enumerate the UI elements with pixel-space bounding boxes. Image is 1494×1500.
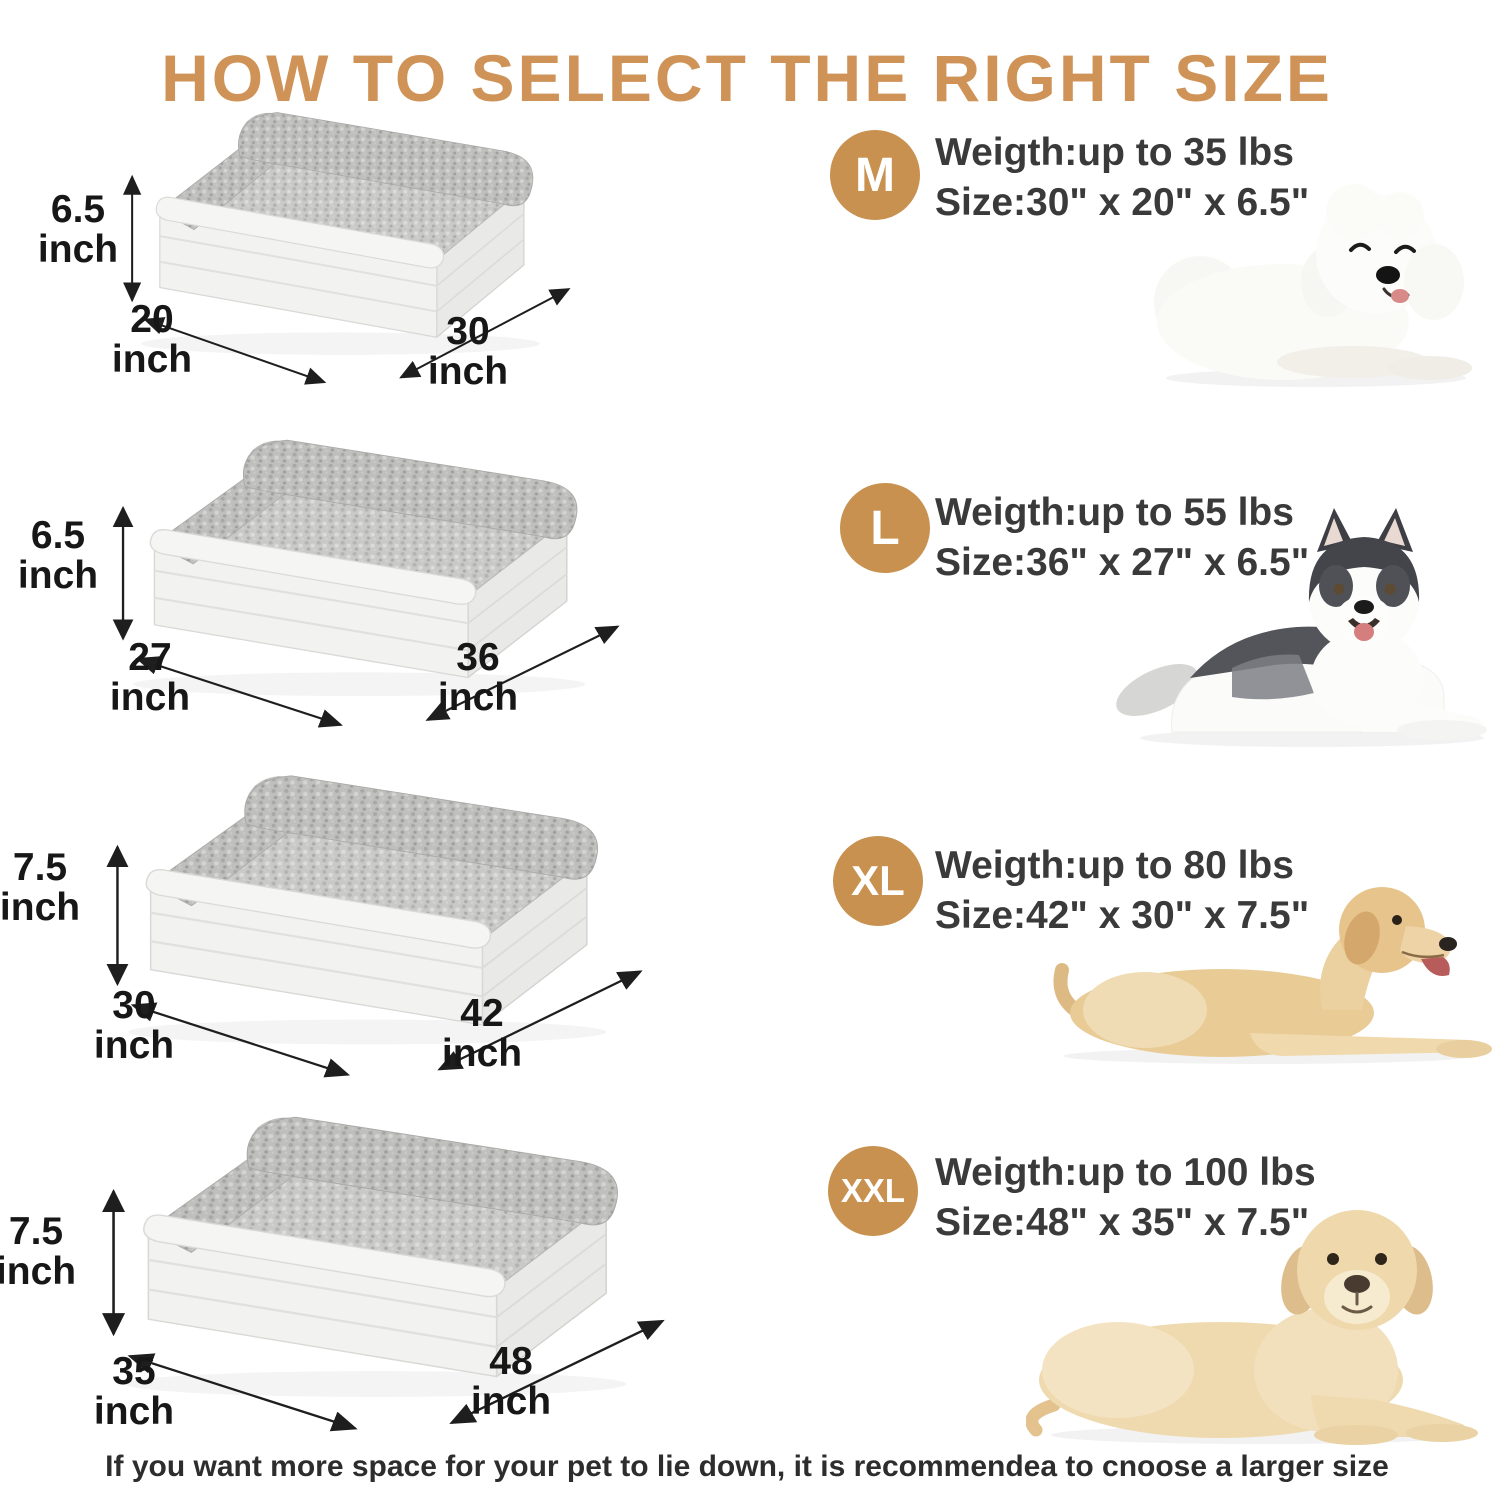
height-dimension-label: 6.5 inch xyxy=(32,190,124,270)
dimension-value: 30 xyxy=(446,310,490,353)
dimension-value: 7.5 xyxy=(8,1210,64,1253)
dimension-unit: inch xyxy=(93,1023,175,1067)
dimension-value: 6.5 xyxy=(50,188,106,231)
weight-spec: Weigth:up to 80 lbs xyxy=(935,844,1294,887)
dimension-unit: inch xyxy=(93,1389,175,1433)
size-spec: Size:36" x 27" x 6.5" xyxy=(935,540,1310,584)
dimension-unit: inch xyxy=(109,675,191,719)
dimension-unit: inch xyxy=(441,1031,523,1075)
length-dimension-label: 36 inch xyxy=(408,638,548,718)
dimension-unit: inch xyxy=(37,227,119,271)
weight-spec: Weigth:up to 100 lbs xyxy=(935,1151,1316,1194)
width-dimension-label: 20 inch xyxy=(96,300,208,380)
dog-photo-husky xyxy=(1116,508,1487,747)
dimension-unit: inch xyxy=(470,1379,552,1423)
dimension-unit: inch xyxy=(427,349,509,393)
size-spec: Size:42" x 30" x 7.5" xyxy=(935,893,1310,937)
dimension-unit: inch xyxy=(437,675,519,719)
dimension-value: 48 xyxy=(489,1340,533,1383)
size-spec: Size:48" x 35" x 7.5" xyxy=(935,1200,1310,1244)
dimension-unit: inch xyxy=(0,1249,77,1293)
dimension-unit: inch xyxy=(111,337,193,381)
height-dimension-label: 6.5 inch xyxy=(12,516,104,596)
weight-spec: Weigth:up to 35 lbs xyxy=(935,131,1294,174)
footer-note: If you want more space for your pet to l… xyxy=(105,1450,1389,1483)
dimension-value: 35 xyxy=(112,1350,156,1393)
spec-text-m: Weigth:up to 35 lbs Size:30" x 20" x 6.5… xyxy=(935,128,1309,227)
width-dimension-label: 35 inch xyxy=(78,1352,190,1432)
dimension-value: 6.5 xyxy=(30,514,86,557)
dimension-value: 7.5 xyxy=(12,846,68,889)
dog-photo-white-fluffy xyxy=(1154,184,1472,387)
length-dimension-label: 48 inch xyxy=(438,1342,584,1422)
spec-text-xl: Weigth:up to 80 lbs Size:42" x 30" x 7.5… xyxy=(935,841,1309,940)
spec-text-xxl: Weigth:up to 100 lbs Size:48" x 35" x 7.… xyxy=(935,1148,1316,1247)
height-dimension-label: 7.5 inch xyxy=(0,1212,78,1292)
width-dimension-label: 30 inch xyxy=(78,986,190,1066)
size-badge-xl: XL xyxy=(833,836,923,926)
size-badge-m: M xyxy=(830,130,920,220)
length-dimension-label: 42 inch xyxy=(412,994,552,1074)
dimension-value: 42 xyxy=(460,992,504,1035)
dimension-unit: inch xyxy=(0,885,81,929)
dimension-unit: inch xyxy=(17,553,99,597)
dog-photo-golden-retriever xyxy=(1053,887,1492,1064)
dog-photo-labrador xyxy=(1026,1210,1478,1445)
dimension-value: 30 xyxy=(112,984,156,1027)
dimension-value: 36 xyxy=(456,636,500,679)
width-dimension-label: 27 inch xyxy=(94,638,206,718)
dimension-value: 27 xyxy=(128,636,172,679)
size-badge-xxl: XXL xyxy=(828,1146,918,1236)
size-badge-l: L xyxy=(840,483,930,573)
size-spec: Size:30" x 20" x 6.5" xyxy=(935,180,1310,224)
weight-spec: Weigth:up to 55 lbs xyxy=(935,491,1294,534)
height-dimension-label: 7.5 inch xyxy=(0,848,84,928)
spec-text-l: Weigth:up to 55 lbs Size:36" x 27" x 6.5… xyxy=(935,488,1309,587)
length-dimension-label: 30 inch xyxy=(398,312,538,392)
dimension-value: 20 xyxy=(130,298,174,341)
page-title: HOW TO SELECT THE RIGHT SIZE xyxy=(161,41,1333,116)
